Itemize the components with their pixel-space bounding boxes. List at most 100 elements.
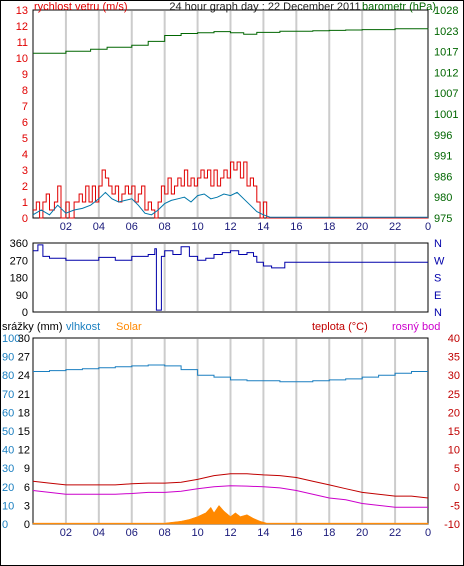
humidity-tick-label: 100	[2, 333, 20, 345]
hour-tick-label: 18	[323, 527, 335, 539]
humidity-tick-label: 90	[2, 352, 14, 364]
series-average-wind	[32, 191, 428, 218]
series-dewpoint	[32, 485, 428, 508]
series-direction	[33, 244, 428, 311]
temperature-tick-label: -10	[444, 519, 460, 531]
hour-tick-label: 10	[191, 221, 203, 233]
series-temperature	[32, 473, 429, 499]
barometer-tick-label: 1007	[434, 88, 458, 100]
rain-tick-label: 18	[18, 407, 30, 419]
hour-tick-label: 04	[93, 527, 105, 539]
barometer-tick-label: 975	[434, 213, 452, 225]
temperature-tick-label: 5	[454, 463, 460, 475]
wind-tick-label: 9	[22, 69, 28, 81]
hour-tick-label: 18	[323, 221, 335, 233]
hour-tick-label: 0	[425, 527, 431, 539]
temperature-tick-label: 30	[448, 370, 460, 382]
temperature-tick-label: 25	[448, 389, 460, 401]
hour-tick-label: 02	[60, 221, 72, 233]
rain-tick-label: 21	[18, 389, 30, 401]
direction-compass-label: W	[434, 255, 445, 267]
barometer-tick-label: 1012	[434, 67, 458, 79]
temperature-tick-label: 10	[448, 445, 460, 457]
direction-degree-label: 180	[10, 273, 28, 285]
barometer-tick-label: 996	[434, 130, 452, 142]
wind-tick-label: 3	[22, 165, 28, 177]
hour-tick-label: 10	[191, 527, 203, 539]
humidity-tick-label: 10	[2, 500, 14, 512]
direction-degree-label: 360	[10, 238, 28, 250]
rain-tick-label: 0	[24, 519, 30, 531]
humidity-tick-label: 80	[2, 370, 14, 382]
barometer-axis-title: barometr (hPa)	[362, 1, 436, 13]
hour-tick-label: 20	[356, 221, 368, 233]
legend-solar: Solar	[116, 321, 142, 333]
temperature-tick-label: 0	[454, 482, 460, 494]
humidity-tick-label: 30	[2, 463, 14, 475]
wind-tick-label: 10	[16, 53, 28, 65]
direction-degree-label: 270	[10, 255, 28, 267]
hour-tick-label: 08	[159, 527, 171, 539]
wind-tick-label: 2	[22, 181, 28, 193]
direction-compass-label: N	[434, 307, 442, 319]
barometer-tick-label: 1017	[434, 47, 458, 59]
hour-tick-label: 16	[290, 221, 302, 233]
legend-temperature: teplota (°C)	[312, 321, 368, 333]
direction-compass-label: E	[434, 290, 441, 302]
wind-tick-label: 0	[22, 213, 28, 225]
rain-tick-label: 15	[18, 426, 30, 438]
direction-compass-label: N	[434, 238, 442, 250]
direction-compass-label: S	[434, 273, 441, 285]
rain-tick-label: 30	[18, 333, 30, 345]
hour-tick-label: 06	[126, 221, 138, 233]
wind-tick-label: 5	[22, 133, 28, 145]
wind-tick-label: 13	[16, 5, 28, 17]
wind-tick-label: 7	[22, 101, 28, 113]
direction-degree-label: 0	[22, 307, 28, 319]
humidity-tick-label: 20	[2, 482, 14, 494]
barometer-tick-label: 991	[434, 151, 452, 163]
rain-tick-label: 9	[24, 463, 30, 475]
hour-tick-label: 22	[389, 527, 401, 539]
hour-tick-label: 06	[126, 527, 138, 539]
humidity-tick-label: 40	[2, 445, 14, 457]
temperature-tick-label: 20	[448, 407, 460, 419]
humidity-tick-label: 0	[2, 519, 8, 531]
legend-rain: srážky (mm)	[2, 321, 63, 333]
hour-tick-label: 20	[356, 527, 368, 539]
barometer-tick-label: 980	[434, 192, 452, 204]
hour-tick-label: 12	[224, 527, 236, 539]
hour-tick-label: 14	[257, 221, 269, 233]
wind-tick-label: 6	[22, 117, 28, 129]
temperature-tick-label: 35	[448, 352, 460, 364]
series-gust	[33, 161, 428, 219]
hour-tick-label: 16	[290, 527, 302, 539]
temperature-tick-label: 15	[448, 426, 460, 438]
temperature-tick-label: -5	[450, 500, 460, 512]
barometer-tick-label: 986	[434, 171, 452, 183]
humidity-tick-label: 60	[2, 407, 14, 419]
wind-axis-title: rychlost vetru (m/s)	[34, 1, 128, 13]
rain-tick-label: 12	[18, 445, 30, 457]
series-humidity	[33, 364, 428, 383]
rain-tick-label: 6	[24, 482, 30, 494]
barometer-tick-label: 1028	[434, 5, 458, 17]
legend-humidity: vlhkost	[66, 321, 100, 333]
wind-tick-label: 4	[22, 149, 28, 161]
rain-tick-label: 27	[18, 352, 30, 364]
hour-tick-label: 0	[425, 221, 431, 233]
wind-tick-label: 11	[17, 37, 28, 49]
wind-tick-label: 8	[22, 85, 28, 97]
rain-tick-label: 3	[24, 500, 30, 512]
hour-tick-label: 08	[159, 221, 171, 233]
wind-tick-label: 1	[22, 197, 28, 209]
temperature-tick-label: 40	[448, 333, 460, 345]
graph-title: 24 hour graph day : 22 December 2011	[169, 1, 360, 13]
barometer-tick-label: 1001	[434, 109, 458, 121]
barometer-tick-label: 1023	[434, 26, 458, 38]
rain-tick-label: 24	[18, 370, 30, 382]
hour-tick-label: 12	[224, 221, 236, 233]
legend-dewpoint: rosný bod	[392, 321, 440, 333]
hour-tick-label: 22	[389, 221, 401, 233]
